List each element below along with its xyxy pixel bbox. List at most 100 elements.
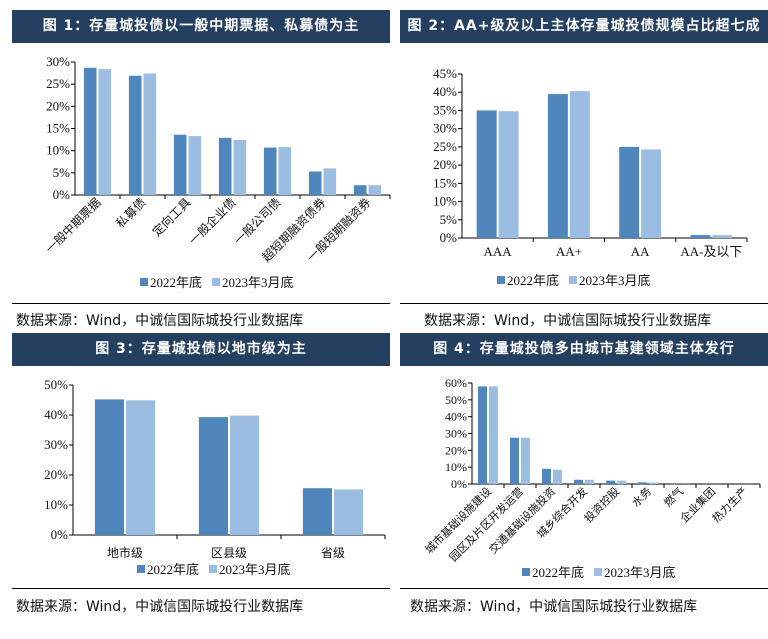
y-tick-label: 20% [44, 467, 68, 482]
x-tick-label: 热力生产 [709, 484, 750, 525]
y-tick-label: 40% [44, 407, 68, 422]
y-tick-label: 0% [451, 477, 467, 491]
bar-2022 [263, 147, 277, 195]
bar-2022 [173, 134, 187, 195]
legend-swatch [212, 278, 221, 286]
bar-2022 [690, 235, 711, 238]
legend-label: 2023年3月底 [222, 275, 294, 290]
chart1-title: 图 1：存量城投债以一般中期票据、私募债为主 [12, 10, 390, 43]
bar-2022 [302, 488, 332, 535]
y-tick-label: 25% [433, 139, 457, 154]
x-tick-label: 燃气 [661, 484, 686, 509]
y-tick-label: 40% [433, 84, 457, 99]
bar-2022 [638, 482, 647, 484]
bar-2023 [126, 400, 156, 535]
x-tick-label: 水务 [629, 485, 654, 510]
x-tick-label: 一般中期票据 [42, 195, 104, 257]
y-tick-label: 0% [51, 527, 69, 542]
y-tick-label: 15% [46, 121, 70, 136]
x-tick-label: AA+ [556, 244, 582, 259]
legend-swatch [522, 568, 530, 576]
bar-2023 [334, 489, 364, 535]
y-tick-label: 10% [445, 460, 467, 474]
bar-2023 [498, 111, 519, 238]
bar-2022 [83, 67, 97, 195]
chart4-source: 数据来源：Wind，中诚信国际城投行业数据库 [410, 599, 698, 615]
bar-2023 [489, 386, 498, 484]
y-tick-label: 20% [445, 443, 467, 457]
bar-2022 [478, 386, 487, 484]
chart-3: 0% 10% 20% 30% 40% 50% 地市级 区县级 省级 2022年底 2023年3月底 [44, 377, 386, 577]
y-tick-label: 10% [433, 194, 457, 209]
bar-2022 [510, 437, 519, 484]
divider [400, 303, 768, 304]
bar-2022 [128, 75, 142, 195]
y-tick-label: 5% [53, 165, 71, 180]
y-tick-label: 5% [440, 212, 458, 227]
chart3-title: 图 3：存量城投债以地市级为主 [12, 333, 390, 366]
bar-2023 [641, 149, 662, 238]
bar-2023 [98, 69, 112, 195]
y-tick-label: 30% [44, 437, 68, 452]
legend-swatch [569, 276, 578, 284]
legend-swatch [137, 565, 145, 573]
bar-2022 [547, 94, 568, 239]
y-tick-label: 40% [445, 410, 467, 424]
x-tick-label: 定向工具 [149, 195, 194, 240]
bar-2022 [308, 171, 322, 195]
legend-label: 2023年3月底 [604, 565, 676, 580]
legend-label: 2022年底 [507, 273, 559, 288]
x-tick-label: AA [631, 244, 650, 259]
bar-2023 [521, 437, 530, 484]
y-tick-label: 30% [46, 54, 70, 69]
y-tick-label: 0% [53, 187, 71, 202]
x-tick-label: 区县级 [211, 546, 247, 560]
x-tick-label: AA-及以下 [680, 244, 742, 259]
chart4-title: 图 4：存量城投债多由城市基建领域主体发行 [400, 333, 768, 366]
bar-2023 [143, 73, 157, 195]
divider [12, 303, 390, 304]
chart-1: 0%5%10%15%20%25%30%一般中期票据 私募债 定向工具一般企业债一般公… [42, 54, 391, 290]
bar-2023 [553, 469, 562, 484]
legend-swatch [497, 276, 505, 284]
x-tick-label: 省级 [321, 546, 345, 560]
legend-label: 2023年3月底 [579, 273, 651, 288]
y-tick-label: 50% [44, 377, 68, 392]
bar-2022 [476, 110, 497, 238]
bar-2023 [569, 91, 590, 238]
legend-swatch [140, 278, 148, 286]
x-tick-label: 私募债 [113, 195, 148, 230]
bar-2023 [323, 168, 337, 195]
bar-2023 [617, 480, 626, 484]
bar-2022 [542, 468, 551, 484]
legend-swatch [209, 565, 218, 573]
chart1-source: 数据来源：Wind，中诚信国际城投行业数据库 [16, 313, 304, 329]
y-tick-label: 25% [46, 76, 70, 91]
y-tick-label: 30% [445, 427, 467, 441]
y-tick-label: 35% [433, 102, 457, 117]
bar-2022 [198, 417, 228, 535]
bar-2022 [94, 399, 124, 535]
bar-2022 [218, 137, 232, 195]
y-tick-label: 20% [433, 157, 457, 172]
y-tick-label: 45% [433, 66, 457, 81]
bar-2022 [606, 480, 615, 484]
x-tick-label: AAA [484, 244, 513, 259]
y-tick-label: 30% [433, 121, 457, 136]
chart-4: 0%10%20%30%40%50%60%城市基础设施建设园区及片区开发运营交通基… [422, 376, 761, 580]
legend-swatch [594, 568, 603, 576]
bar-2023 [585, 479, 594, 484]
bar-2022 [619, 146, 640, 238]
divider [12, 588, 390, 589]
legend-label: 2023年3月底 [219, 562, 291, 577]
y-tick-label: 20% [46, 98, 70, 113]
y-tick-label: 0% [440, 230, 458, 245]
chart-2: 0% 5% 10% 15% 20% 25% 30% 35% 40% 45% AAA AA+ AA AA-及… [433, 66, 748, 288]
x-tick-label: 一般企业债 [186, 195, 239, 248]
y-tick-label: 10% [44, 497, 68, 512]
chart3-source: 数据来源：Wind，中诚信国际城投行业数据库 [16, 599, 304, 615]
bar-2023 [712, 235, 733, 238]
bar-2022 [574, 479, 583, 484]
